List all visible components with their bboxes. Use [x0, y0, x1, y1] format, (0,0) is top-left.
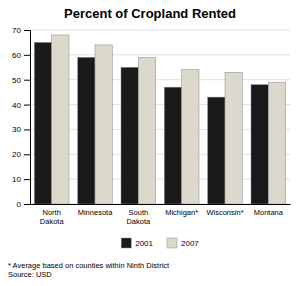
bar [268, 82, 285, 204]
y-tick: 70 [12, 26, 30, 35]
bar [164, 87, 181, 204]
bar [78, 57, 95, 204]
footnote-line: * Average based on counties within Ninth… [8, 261, 170, 270]
x-axis-line [31, 204, 291, 205]
y-tick-mark [24, 105, 30, 106]
legend-swatch [167, 238, 177, 248]
y-tick: 20 [12, 150, 30, 159]
y-tick-mark [24, 80, 30, 81]
y-tick-mark [24, 30, 30, 31]
y-tick-label: 0 [17, 200, 22, 209]
y-tick: 0 [17, 200, 30, 209]
x-tick: NorthDakota [40, 208, 65, 225]
y-tick-label: 30 [12, 125, 21, 134]
legend-swatch [121, 238, 131, 248]
x-tick-label-line: Dakota [126, 217, 151, 226]
grid-line [30, 30, 290, 31]
grid [30, 30, 290, 204]
x-tick-label-line: Minnesota [78, 208, 113, 217]
bar [95, 45, 112, 204]
bar [121, 67, 138, 204]
y-tick-mark [24, 204, 30, 205]
x-tick: SouthDakota [126, 208, 151, 225]
x-tick: Michigan* [165, 208, 198, 217]
series [52, 35, 286, 204]
x-tick-label: Wisconsin* [206, 208, 243, 217]
bar [208, 97, 225, 204]
x-tick: Wisconsin* [206, 208, 243, 217]
y-tick-label: 50 [12, 76, 21, 85]
y-axis-line [24, 31, 31, 205]
x-tick-label-line: Dakota [40, 217, 65, 226]
y-tick-mark [24, 154, 30, 155]
y-tick: 40 [12, 101, 30, 110]
x-tick: Minnesota [78, 208, 113, 217]
chart: Percent of Cropland Rented 0 10 20 30 40 50 60 7… [0, 0, 300, 286]
y-tick-label: 40 [12, 101, 21, 110]
x-tick-label: NorthDakota [40, 208, 65, 225]
x-tick-label-line: Michigan* [165, 208, 198, 217]
y-axis: 0 10 20 30 40 50 60 70 [12, 26, 30, 209]
x-tick-label: SouthDakota [126, 208, 151, 225]
legend-label: 2001 [135, 239, 153, 248]
y-tick-label: 20 [12, 150, 21, 159]
y-tick-mark [24, 55, 30, 56]
bar [34, 42, 51, 204]
x-axis: NorthDakota Minnesota SouthDakota Michigan*… [31, 205, 291, 226]
x-tick-label: Michigan* [165, 208, 198, 217]
y-tick-label: 10 [12, 175, 21, 184]
x-tick-label-line: Wisconsin* [206, 208, 243, 217]
x-tick: Montana [254, 208, 284, 217]
x-tick-label-line: Montana [254, 208, 284, 217]
legend-item: 2007 [167, 238, 199, 248]
y-tick: 30 [12, 125, 30, 134]
title: Percent of Cropland Rented [64, 6, 236, 21]
legend: 2001 2007 [121, 238, 199, 248]
x-tick-label: Minnesota [78, 208, 113, 217]
y-tick: 60 [12, 51, 30, 60]
y-tick: 10 [12, 175, 30, 184]
footnote: * Average based on counties within Ninth… [8, 261, 170, 279]
x-tick-label: Montana [254, 208, 284, 217]
footnote-line: Source: USD [8, 270, 52, 279]
y-tick-mark [24, 129, 30, 130]
series [34, 42, 268, 204]
bar [138, 57, 155, 204]
y-tick-mark [24, 179, 30, 180]
legend-label: 2007 [181, 239, 199, 248]
y-tick-label: 60 [12, 51, 21, 60]
bars [34, 35, 285, 204]
plot: 0 10 20 30 40 50 60 70 NorthDakota Minnesota South… [12, 26, 290, 226]
bar [251, 85, 268, 204]
y-tick-label: 70 [12, 26, 21, 35]
bar [225, 72, 242, 204]
bar [182, 70, 199, 204]
legend-item: 2001 [121, 238, 153, 248]
y-tick: 50 [12, 76, 30, 85]
bar [52, 35, 69, 204]
